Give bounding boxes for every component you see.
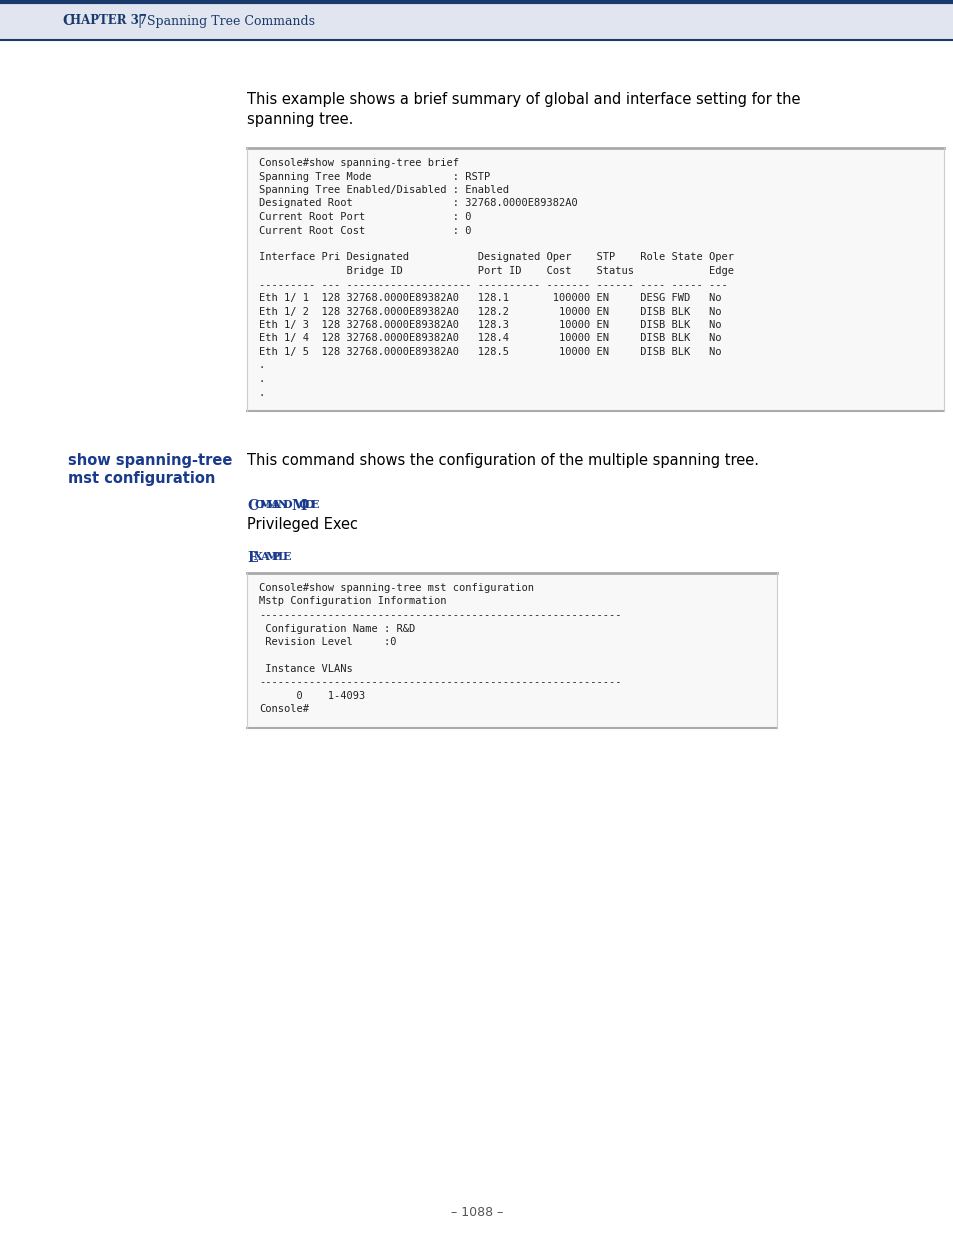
Text: M: M xyxy=(266,551,278,562)
Text: X: X xyxy=(253,551,262,562)
Text: M: M xyxy=(259,499,272,510)
Text: M: M xyxy=(266,499,278,510)
Text: ----------------------------------------------------------: ----------------------------------------… xyxy=(258,610,620,620)
Text: Console#: Console# xyxy=(258,704,309,715)
Text: Interface Pri Designated           Designated Oper    STP    Role State Oper: Interface Pri Designated Designated Oper… xyxy=(258,252,733,263)
Text: – 1088 –: – 1088 – xyxy=(451,1207,502,1219)
Text: ----------------------------------------------------------: ----------------------------------------… xyxy=(258,678,620,688)
Text: mst configuration: mst configuration xyxy=(68,471,215,487)
Text: L: L xyxy=(277,551,285,562)
Text: E: E xyxy=(310,499,318,510)
Text: A: A xyxy=(272,499,280,510)
Text: E: E xyxy=(283,551,292,562)
Text: spanning tree.: spanning tree. xyxy=(247,112,353,127)
Text: Current Root Port              : 0: Current Root Port : 0 xyxy=(258,212,471,222)
Text: A: A xyxy=(259,551,269,562)
Text: Eth 1/ 1  128 32768.0000E89382A0   128.1       100000 EN     DESG FWD   No: Eth 1/ 1 128 32768.0000E89382A0 128.1 10… xyxy=(258,293,720,303)
Text: D: D xyxy=(283,499,293,510)
Text: O: O xyxy=(298,499,308,510)
Text: .: . xyxy=(258,388,265,398)
Text: E: E xyxy=(247,551,257,564)
Text: P: P xyxy=(272,551,279,562)
Text: Eth 1/ 3  128 32768.0000E89382A0   128.3        10000 EN     DISB BLK   No: Eth 1/ 3 128 32768.0000E89382A0 128.3 10… xyxy=(258,320,720,330)
Text: C: C xyxy=(62,14,73,28)
Text: |: | xyxy=(137,15,141,27)
Text: O: O xyxy=(253,499,264,510)
Text: Bridge ID            Port ID    Cost    Status            Edge: Bridge ID Port ID Cost Status Edge xyxy=(258,266,733,275)
Text: D: D xyxy=(304,499,314,510)
Bar xyxy=(247,573,776,727)
Text: .: . xyxy=(258,374,265,384)
Text: Mstp Configuration Information: Mstp Configuration Information xyxy=(258,597,446,606)
Text: N: N xyxy=(277,499,287,510)
Text: Spanning Tree Commands: Spanning Tree Commands xyxy=(147,15,314,27)
Text: Spanning Tree Enabled/Disabled : Enabled: Spanning Tree Enabled/Disabled : Enabled xyxy=(258,185,509,195)
Text: --------- --- -------------------- ---------- ------- ------ ---- ----- ---: --------- --- -------------------- -----… xyxy=(258,279,727,289)
Text: Instance VLANs: Instance VLANs xyxy=(258,664,353,674)
Text: Designated Root                : 32768.0000E89382A0: Designated Root : 32768.0000E89382A0 xyxy=(258,199,578,209)
Text: Console#show spanning-tree brief: Console#show spanning-tree brief xyxy=(258,158,458,168)
Text: M: M xyxy=(292,499,307,513)
Text: Current Root Cost              : 0: Current Root Cost : 0 xyxy=(258,226,471,236)
Text: This example shows a brief summary of global and interface setting for the: This example shows a brief summary of gl… xyxy=(247,91,800,107)
Text: This command shows the configuration of the multiple spanning tree.: This command shows the configuration of … xyxy=(247,453,759,468)
Text: 0    1-4093: 0 1-4093 xyxy=(258,692,365,701)
Bar xyxy=(0,0,953,40)
Text: Eth 1/ 4  128 32768.0000E89382A0   128.4        10000 EN     DISB BLK   No: Eth 1/ 4 128 32768.0000E89382A0 128.4 10… xyxy=(258,333,720,343)
Text: show spanning-tree: show spanning-tree xyxy=(68,453,233,468)
Bar xyxy=(247,148,943,411)
Text: .: . xyxy=(258,361,265,370)
Text: Revision Level     :0: Revision Level :0 xyxy=(258,637,396,647)
Text: C: C xyxy=(247,499,258,513)
Text: Spanning Tree Mode             : RSTP: Spanning Tree Mode : RSTP xyxy=(258,172,490,182)
Text: Console#show spanning-tree mst configuration: Console#show spanning-tree mst configura… xyxy=(258,583,534,593)
Text: HAPTER 37: HAPTER 37 xyxy=(70,15,147,27)
Text: Configuration Name : R&D: Configuration Name : R&D xyxy=(258,624,415,634)
Text: Privileged Exec: Privileged Exec xyxy=(247,517,357,532)
Text: Eth 1/ 5  128 32768.0000E89382A0   128.5        10000 EN     DISB BLK   No: Eth 1/ 5 128 32768.0000E89382A0 128.5 10… xyxy=(258,347,720,357)
Text: Eth 1/ 2  128 32768.0000E89382A0   128.2        10000 EN     DISB BLK   No: Eth 1/ 2 128 32768.0000E89382A0 128.2 10… xyxy=(258,306,720,316)
